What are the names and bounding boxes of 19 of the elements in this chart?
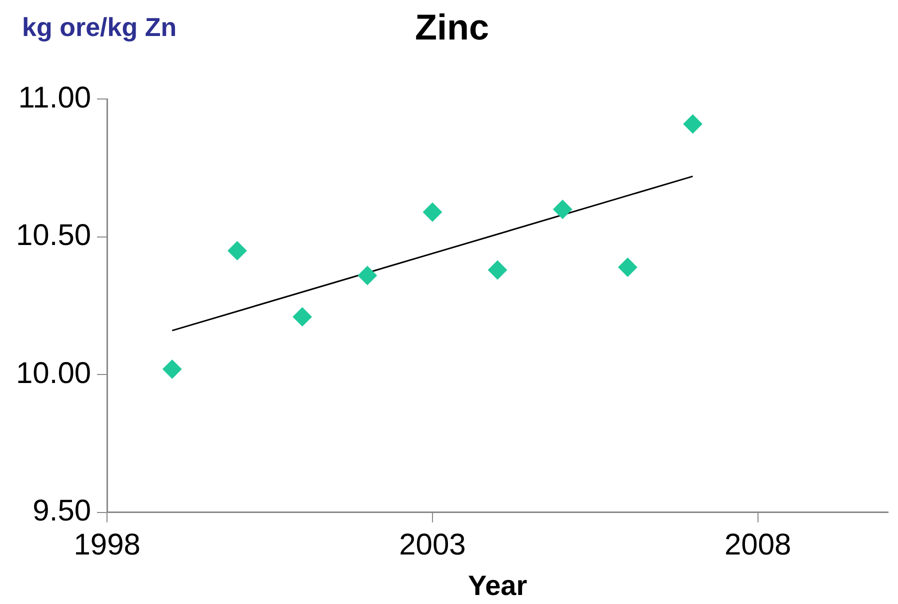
point (422, 202, 442, 222)
y-tick-label: 10.00 (16, 356, 92, 390)
point (618, 258, 638, 277)
y-tick-label: 11.00 (18, 81, 92, 114)
point (488, 260, 508, 280)
point (162, 360, 182, 379)
point (683, 114, 702, 134)
x-tick-label: 2008 (724, 528, 792, 562)
y-tick-label: 9.50 (32, 494, 92, 528)
point (228, 241, 247, 260)
x-axis-title: Year (468, 570, 528, 601)
x-tick-label: 1998 (74, 528, 140, 562)
x-tick-label: 2003 (399, 528, 466, 562)
y-axis-title: kg ore/kg Zn (22, 12, 177, 43)
point (292, 307, 312, 326)
chart-title: Zinc (414, 6, 490, 48)
y-tick-label: 10.50 (16, 219, 92, 252)
point (358, 266, 377, 285)
point (553, 200, 572, 219)
